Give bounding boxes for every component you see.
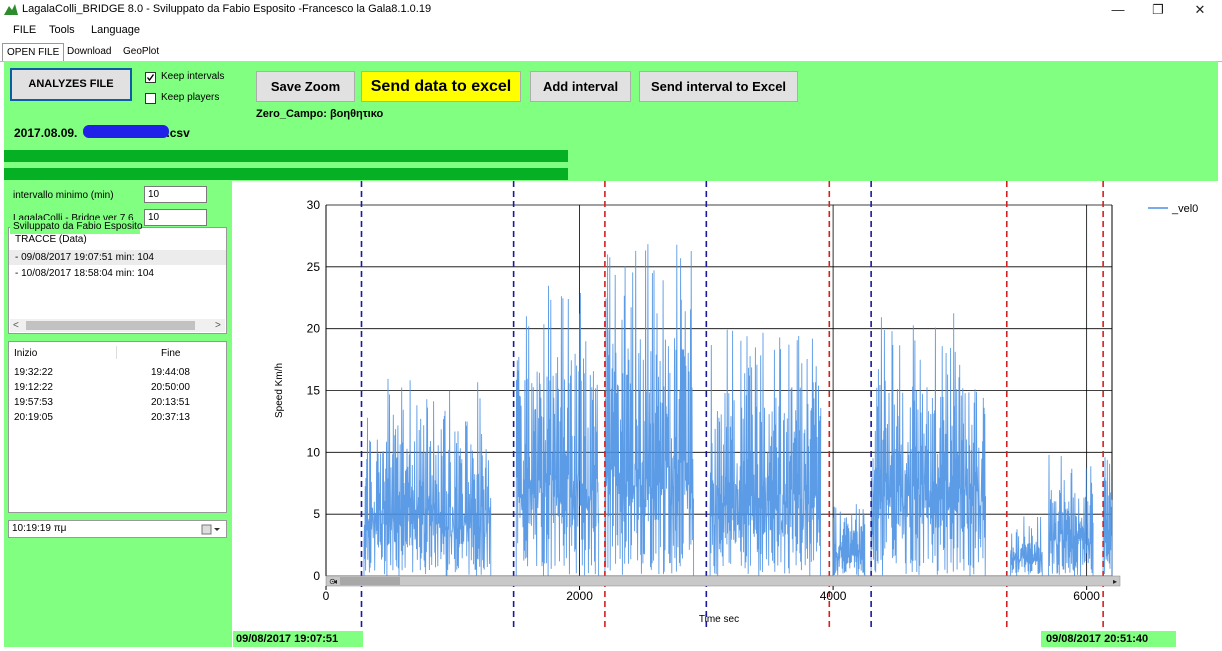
- keep-players-label: Keep players: [161, 92, 220, 103]
- save-zoom-button[interactable]: Save Zoom: [256, 71, 355, 102]
- calendar-dropdown-icon[interactable]: [201, 524, 223, 535]
- series-line-vel0[interactable]: [515, 285, 600, 577]
- horizontal-scrollbar[interactable]: < >: [10, 319, 225, 332]
- interval-min-label: intervallo minimo (min): [13, 190, 114, 201]
- time-picker[interactable]: 10:19:19 πμ: [8, 520, 227, 538]
- file-name-prefix: 2017.08.09.: [14, 126, 78, 140]
- chart-scrollbar-thumb[interactable]: [340, 577, 400, 585]
- y-tick-label: 25: [307, 260, 321, 274]
- progress-fill-2: [4, 168, 568, 180]
- interval-end[interactable]: 20:13:51: [151, 397, 190, 408]
- trace-item[interactable]: - 09/08/2017 19:07:51 min: 104: [15, 252, 154, 263]
- zoom-reset-icon[interactable]: ⊙: [329, 577, 336, 586]
- column-header-end: Fine: [161, 348, 181, 359]
- progress-fill-1: [4, 150, 568, 162]
- series-line-vel0[interactable]: [604, 244, 695, 577]
- menu-bar: [0, 20, 1222, 42]
- progress-bar-1: [4, 150, 568, 162]
- keep-players-checkbox[interactable]: [145, 93, 156, 104]
- traces-list[interactable]: TRACCE (Data) - 09/08/2017 19:07:51 min:…: [8, 227, 227, 334]
- series-line-vel0[interactable]: [1048, 454, 1094, 577]
- scroll-right-icon[interactable]: ▸: [1113, 577, 1117, 586]
- send-interval-to-excel-button[interactable]: Send interval to Excel: [639, 71, 798, 102]
- chart-scrollbar[interactable]: [325, 575, 1121, 587]
- close-button[interactable]: ✕: [1194, 2, 1206, 17]
- developer-label: Sviluppato da Fabio Esposito: [10, 220, 143, 234]
- traces-header: TRACCE (Data): [15, 234, 87, 245]
- list-item-highlight: [9, 250, 226, 265]
- legend-label: _vel0: [1171, 203, 1198, 215]
- tab-strip: [0, 42, 1222, 62]
- series-line-vel0[interactable]: [363, 378, 492, 577]
- y-tick-label: 0: [313, 569, 320, 583]
- column-divider: [116, 346, 117, 359]
- interval-end[interactable]: 20:50:00: [151, 382, 190, 393]
- scroll-left-icon[interactable]: ◂: [333, 577, 337, 586]
- tab-open-file[interactable]: OPEN FILE: [2, 43, 65, 61]
- y-tick-label: 15: [307, 384, 321, 398]
- interval-start[interactable]: 19:57:53: [14, 397, 53, 408]
- series-line-vel0[interactable]: [870, 313, 987, 577]
- maximize-button[interactable]: ❐: [1152, 2, 1164, 17]
- interval-start[interactable]: 19:32:22: [14, 367, 53, 378]
- x-axis-title: Time sec: [699, 614, 739, 625]
- scrollbar-thumb[interactable]: [26, 321, 195, 330]
- checkmark-icon: [146, 74, 155, 82]
- x-tick-label: 6000: [1073, 589, 1100, 603]
- interval-min-input[interactable]: 10: [144, 186, 207, 203]
- version-label: LagalaColli - Bridge ver 7.6: [13, 213, 134, 224]
- redaction-mark: [83, 125, 169, 138]
- scroll-left-icon[interactable]: <: [13, 320, 19, 331]
- menu-language[interactable]: Language: [91, 24, 140, 36]
- menu-file[interactable]: FILE: [13, 24, 37, 36]
- analyze-file-button[interactable]: ANALYZES FILE: [10, 68, 132, 101]
- interval-end[interactable]: 19:44:08: [151, 367, 190, 378]
- scroll-right-icon[interactable]: >: [215, 320, 221, 331]
- series-line-vel0[interactable]: [709, 329, 822, 577]
- tab-geoplot[interactable]: GeoPlot: [123, 46, 160, 57]
- progress-bar-2: [4, 168, 568, 180]
- menu-tools[interactable]: Tools: [49, 24, 75, 36]
- time-picker-value: 10:19:19 πμ: [12, 523, 67, 534]
- send-to-excel-button[interactable]: Send data to excel: [361, 71, 521, 102]
- x-tick-label: 2000: [566, 589, 593, 603]
- end-date-label: 09/08/2017 20:51:40: [1041, 631, 1176, 647]
- keep-intervals-label: Keep intervals: [161, 71, 225, 82]
- y-tick-label: 20: [307, 322, 321, 336]
- x-tick-label: 4000: [820, 589, 847, 603]
- minimize-button[interactable]: —: [1111, 2, 1125, 17]
- file-name: 2017.08.09. .csv: [14, 126, 190, 140]
- y-tick-label: 30: [307, 198, 321, 212]
- speed-chart[interactable]: 0 5 10 15 20 25 30 ⊙◂ ▸ 0 2000 4000 6000 Time sec Spee…: [232, 181, 1222, 631]
- y-axis-title: Speed Km/h: [274, 363, 285, 418]
- interval-start[interactable]: 20:19:05: [14, 412, 53, 423]
- keep-intervals-checkbox[interactable]: [145, 72, 156, 83]
- interval-start[interactable]: 19:12:22: [14, 382, 53, 393]
- trace-item[interactable]: - 10/08/2017 18:58:04 min: 104: [15, 268, 154, 279]
- start-date-label: 09/08/2017 19:07:51: [233, 631, 363, 647]
- series-line-vel0[interactable]: [832, 504, 866, 577]
- title-bar: [0, 0, 1222, 20]
- y-tick-label: 5: [313, 507, 320, 521]
- zero-campo-label: Zero_Campo: βοηθητικο: [256, 108, 384, 120]
- intervals-list[interactable]: Inizio Fine 19:32:22 19:44:08 19:12:22 2…: [8, 341, 227, 513]
- file-name-suffix: .csv: [166, 126, 190, 140]
- tab-download[interactable]: Download: [67, 46, 112, 57]
- series-line-vel0[interactable]: [1010, 516, 1043, 577]
- x-tick-label: 0: [323, 589, 330, 603]
- app-logo-icon: [4, 4, 18, 15]
- add-interval-button[interactable]: Add interval: [530, 71, 631, 102]
- window-title: LagalaColli_BRIDGE 8.0 - Sviluppato da F…: [22, 3, 432, 15]
- column-header-start: Inizio: [14, 348, 38, 359]
- version-input[interactable]: 10: [144, 209, 207, 226]
- series-line-vel0[interactable]: [1102, 457, 1113, 577]
- y-tick-label: 10: [307, 445, 321, 459]
- interval-end[interactable]: 20:37:13: [151, 412, 190, 423]
